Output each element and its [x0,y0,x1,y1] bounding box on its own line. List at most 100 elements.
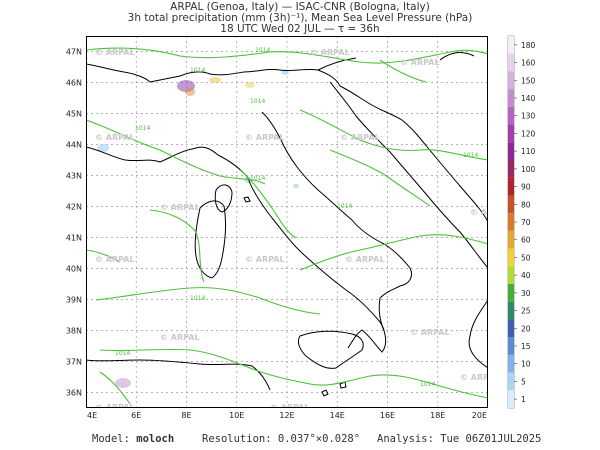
watermark-text: © ARPAL [460,373,500,382]
footer-resolution-label: Resolution: [202,433,272,445]
colorbar-label: 60 [521,236,531,245]
colorbar-swatch [508,124,514,143]
graticule [86,36,488,408]
colorbar: 1801601501401301201101009080706050403025… [507,35,536,409]
footer-model-label: Model: [92,433,130,445]
watermark-text: © ARPAL [245,133,285,142]
colorbar-label: 120 [521,129,536,138]
isobar-labels: 1014 1014 1014 1014 1014 1014 1014 1014 1014 1014 [115,47,478,388]
colorbar-label: 40 [521,271,531,280]
colorbar-swatch [508,195,514,214]
watermark-text: © ARPAL [95,48,135,57]
isobar-label: 1014 [190,67,205,74]
footer-model: Model: moloch [92,433,174,445]
footer-resolution-value: 0.037°×0.028° [277,433,361,445]
colorbar-swatch [508,213,514,231]
watermark-text: © ARPAL [95,255,135,264]
isobars [86,47,488,405]
colorbar-label: 140 [521,94,536,103]
colorbar-swatch [508,53,514,72]
colorbar-swatch [508,354,514,373]
watermark-text: © ARPAL [470,208,510,217]
colorbar-label: 130 [521,112,536,121]
watermark-text: © ARPAL [245,255,285,264]
colorbar-swatch [508,142,514,160]
header-line-1: ARPAL (Genoa, Italy) — ISAC-CNR (Bologna… [170,1,430,13]
latitude-label: 38N [66,327,82,336]
watermark-text: © ARPAL [310,48,350,57]
longitude-label: 20E [472,411,487,420]
isobar-label: 1014 [337,203,352,210]
colorbar-label: 70 [521,218,531,227]
latitude-label: 37N [66,358,82,367]
isobar-label: 1014 [135,125,150,132]
colorbar-swatch [508,390,514,408]
header-line-2: 3h total precipitation (mm (3h)⁻¹), Mean… [127,12,473,24]
latitude-labels: 47N 46N 45N 44N 43N 42N 41N 40N 39N 38N 37N 36N [66,48,82,398]
colorbar-swatch [508,248,514,267]
latitude-label: 42N [66,203,82,212]
colorbar-swatch [508,337,514,355]
colorbar-label: 110 [521,147,536,156]
longitude-label: 10E [229,411,244,420]
coastline [86,52,488,397]
latitude-label: 46N [66,79,82,88]
longitude-label: 12E [279,411,294,420]
latitude-label: 47N [66,48,82,57]
isobar-label: 1014 [463,152,478,159]
watermarks: © ARPAL © ARPAL © ARPAL © ARPAL © ARPAL © ARP… [95,48,510,412]
longitude-label: 8E [181,411,191,420]
footer-model-value: moloch [136,433,175,445]
latitude-label: 43N [66,172,82,181]
colorbar-swatch [508,301,514,320]
isobar-label: 1014 [250,175,265,182]
watermark-text: © ARPAL [400,58,440,67]
colorbar-swatch [508,71,514,90]
footer-analysis-label: Analysis: [377,433,434,445]
colorbar-label: 15 [521,342,531,351]
latitude-label: 44N [66,141,82,150]
colorbar-label: 25 [521,307,531,316]
watermark-text: © ARPAL [270,403,310,412]
colorbar-label: 150 [521,76,536,85]
isobar-label: 1014 [115,350,130,357]
colorbar-label: 1 [521,395,526,404]
watermark-text: © ARPAL [95,403,135,412]
colorbar-swatch [508,230,514,249]
footer-analysis: Analysis: Tue 06Z01JUL2025 [377,433,541,445]
latitude-label: 40N [66,265,82,274]
watermark-text: © ARPAL [345,255,385,264]
colorbar-swatch [508,36,514,54]
colorbar-label: 160 [521,59,536,68]
colorbar-swatch [508,177,514,196]
watermark-text: © ARPAL [95,133,135,142]
isobar-label: 1014 [420,381,435,388]
longitude-label: 18E [430,411,445,420]
latitude-label: 45N [66,110,82,119]
isobar-label: 1014 [255,47,270,54]
latitude-label: 41N [66,234,82,243]
colorbar-swatch [508,266,514,284]
colorbar-label: 90 [521,183,531,192]
footer-resolution: Resolution: 0.037°×0.028° [202,433,360,445]
colorbar-label: 180 [521,41,536,50]
longitude-labels: 4E 6E 8E 10E 12E 14E 16E 18E 20E [87,411,487,420]
footer-analysis-value: Tue 06Z01JUL2025 [440,433,542,445]
watermark-text: © ARPAL [410,328,450,337]
colorbar-label: 80 [521,200,531,209]
isobar-label: 1014 [190,295,205,302]
colorbar-swatch [508,106,514,125]
colorbar-label: 100 [521,165,536,174]
latitude-label: 36N [66,389,82,398]
colorbar-label: 20 [521,324,531,333]
header-line-3: 18 UTC Wed 02 JUL — τ = 36h [220,23,380,35]
latitude-label: 39N [66,296,82,305]
watermark-text: © ARPAL [160,333,200,342]
longitude-label: 14E [330,411,345,420]
colorbar-swatch [508,372,514,391]
colorbar-swatch [508,89,514,107]
colorbar-label: 10 [521,360,531,369]
colorbar-label: 50 [521,253,531,262]
colorbar-swatch [508,160,514,178]
